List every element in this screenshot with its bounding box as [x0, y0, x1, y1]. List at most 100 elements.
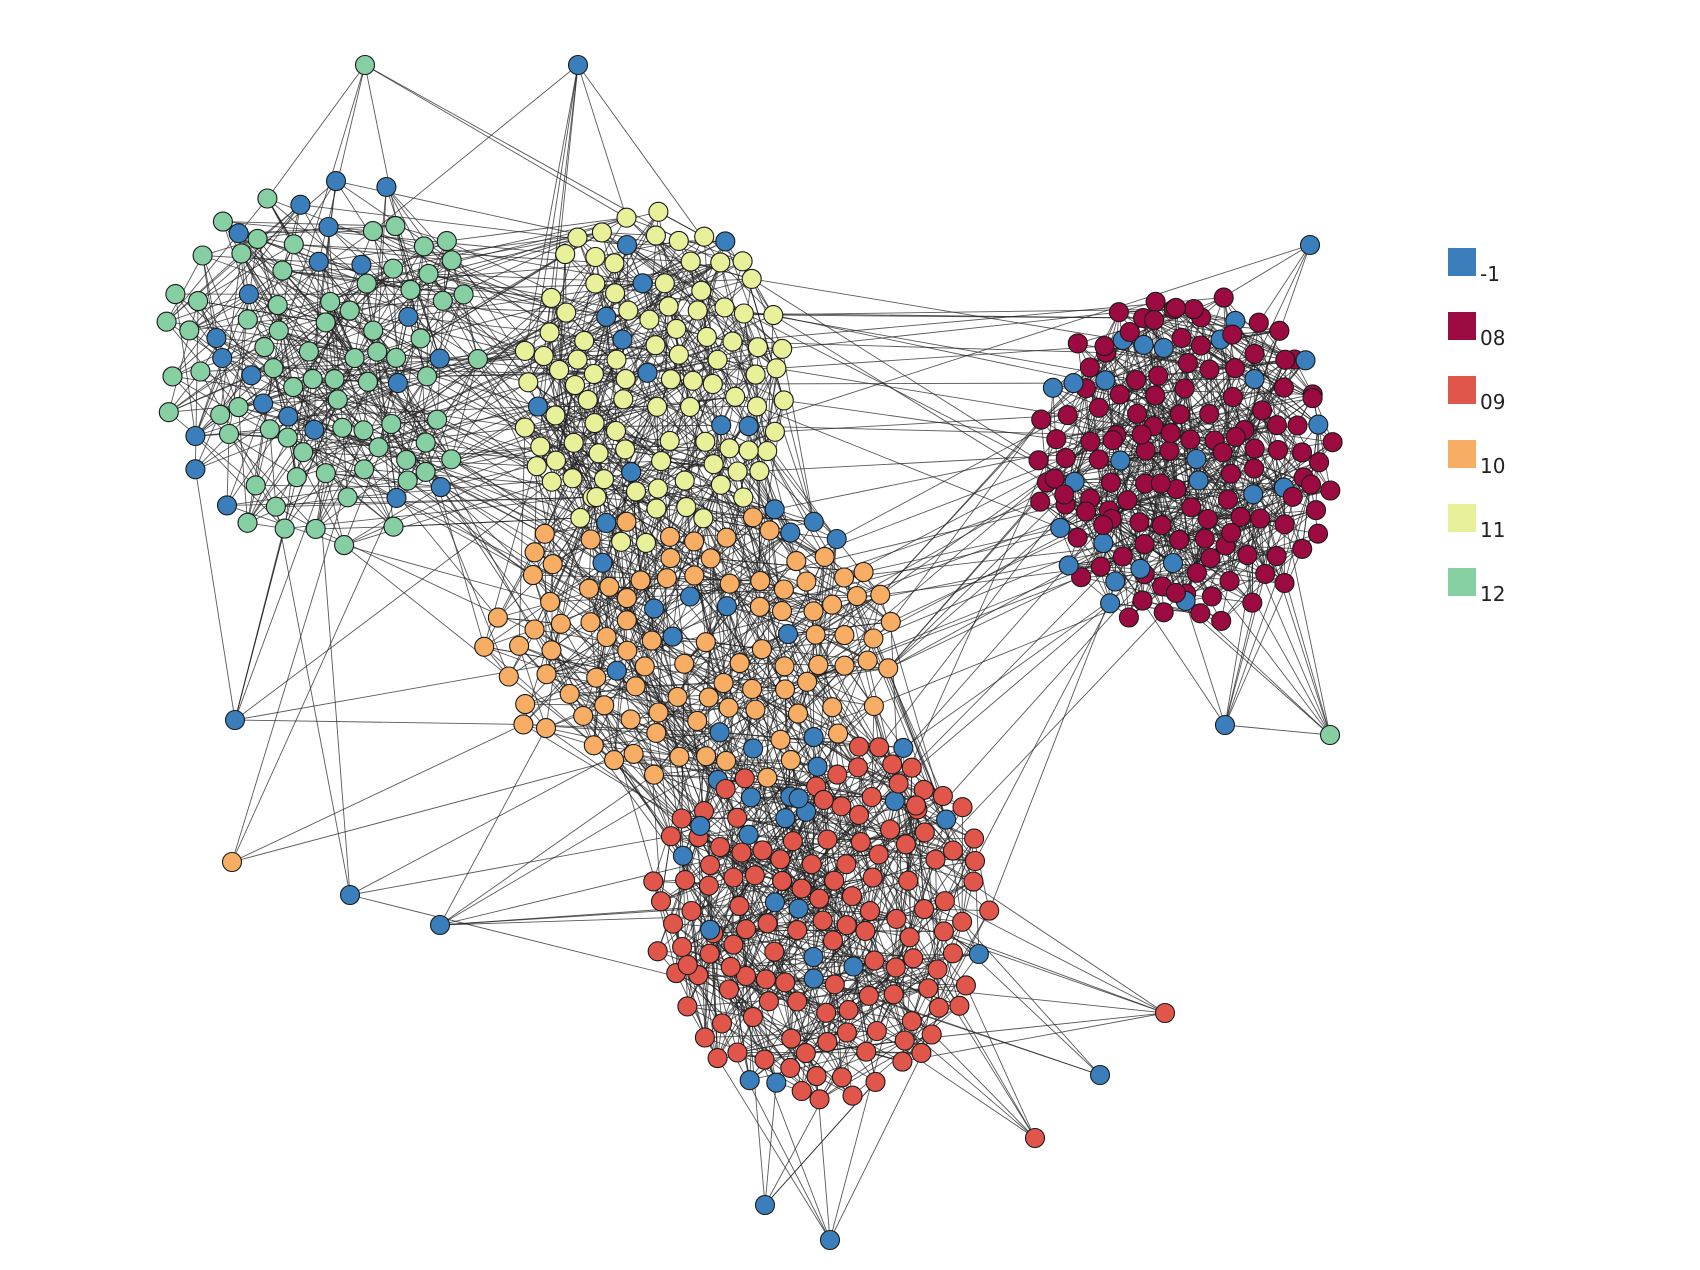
graph-node [707, 349, 728, 370]
graph-node [1100, 593, 1121, 614]
graph-edge [420, 294, 464, 339]
graph-node [759, 520, 780, 541]
graph-edge [704, 1037, 831, 1241]
graph-node [727, 807, 748, 828]
graph-node [588, 443, 609, 464]
graph-node [416, 366, 438, 387]
graph-node [796, 571, 817, 592]
graph-edge [247, 319, 355, 359]
graph-node [1145, 385, 1166, 406]
graph-node [526, 456, 547, 477]
graph-node [429, 348, 450, 369]
graph-edge [860, 819, 947, 843]
graph-node [766, 358, 787, 379]
graph-edge [703, 517, 785, 590]
graph-edge [974, 603, 1111, 862]
graph-edge [1252, 494, 1266, 574]
graph-node [645, 225, 666, 246]
graph-edge [216, 337, 313, 380]
graph-edge [194, 319, 249, 437]
graph-node [237, 512, 258, 533]
graph-node [955, 975, 976, 996]
graph-node [290, 194, 311, 215]
graph-node [723, 934, 744, 955]
graph-edge [1225, 545, 1303, 550]
graph-node [410, 328, 431, 349]
graph-node [803, 601, 824, 622]
graph-node [1222, 324, 1243, 345]
graph-node [283, 234, 304, 255]
graph-edge [583, 715, 680, 758]
graph-edge [525, 703, 605, 706]
graph-node [1144, 310, 1165, 331]
graph-node [764, 941, 785, 962]
graph-node [841, 886, 863, 907]
graph-edge [282, 268, 394, 272]
graph-node [212, 211, 233, 232]
graph-node [797, 671, 818, 692]
graph-edge [484, 646, 720, 733]
graph-edge [518, 645, 547, 729]
graph-edge [873, 554, 1248, 707]
graph-edge [439, 727, 547, 926]
graph-node [834, 567, 855, 588]
graph-node [308, 251, 329, 272]
graph-edge [267, 198, 567, 314]
graph-node [668, 230, 689, 251]
graph-edge [343, 481, 552, 546]
graph-edge [1222, 368, 1236, 453]
graph-node [550, 613, 571, 634]
graph-node [616, 207, 637, 228]
graph-edge [1074, 481, 1111, 604]
graph-node [942, 943, 963, 964]
graph-node [858, 985, 879, 1006]
graph-node [846, 586, 868, 607]
graph-node [822, 930, 844, 951]
legend-label: 11 [1480, 518, 1506, 542]
graph-node [541, 640, 562, 661]
graph-node [838, 1000, 859, 1021]
graph-node [637, 362, 658, 383]
graph-edge [527, 64, 579, 383]
graph-node [812, 910, 833, 931]
graph-node [265, 496, 286, 517]
graph-node [898, 870, 919, 891]
graph-edge [831, 594, 881, 708]
graph-node [413, 236, 434, 257]
graph-node [1071, 567, 1092, 588]
graph-node [888, 773, 909, 794]
graph-node [809, 1089, 830, 1110]
graph-node [498, 666, 519, 687]
graph-edge [766, 777, 848, 926]
graph-node [1217, 489, 1239, 510]
graph-edge [234, 650, 628, 721]
graph-node [766, 1072, 787, 1093]
graph-edge [1064, 458, 1197, 495]
graph-node [1237, 544, 1258, 566]
graph-node [545, 405, 566, 426]
graph-edge [620, 506, 687, 543]
graph-node [806, 1066, 827, 1087]
graph-node [772, 338, 793, 359]
graph-node [733, 487, 754, 508]
graph-node [518, 372, 539, 393]
graph-edge [532, 574, 710, 698]
graph-node [1093, 532, 1114, 554]
graph-node [1244, 438, 1265, 459]
graph-node [668, 344, 689, 365]
graph-edge [231, 759, 615, 863]
graph-node [814, 546, 835, 567]
graph-node [780, 1057, 801, 1078]
graph-edge [904, 1012, 1166, 1041]
graph-edge [1258, 322, 1278, 426]
graph-edge [450, 297, 552, 460]
graph-node [1094, 336, 1115, 357]
graph-node [696, 326, 717, 347]
graph-edge [325, 237, 578, 323]
graph-edge [879, 352, 1107, 596]
graph-edge [272, 64, 366, 369]
graph-node [592, 552, 613, 573]
graph-edge [660, 858, 781, 902]
graph-node [843, 956, 864, 977]
graph-node [880, 611, 901, 632]
